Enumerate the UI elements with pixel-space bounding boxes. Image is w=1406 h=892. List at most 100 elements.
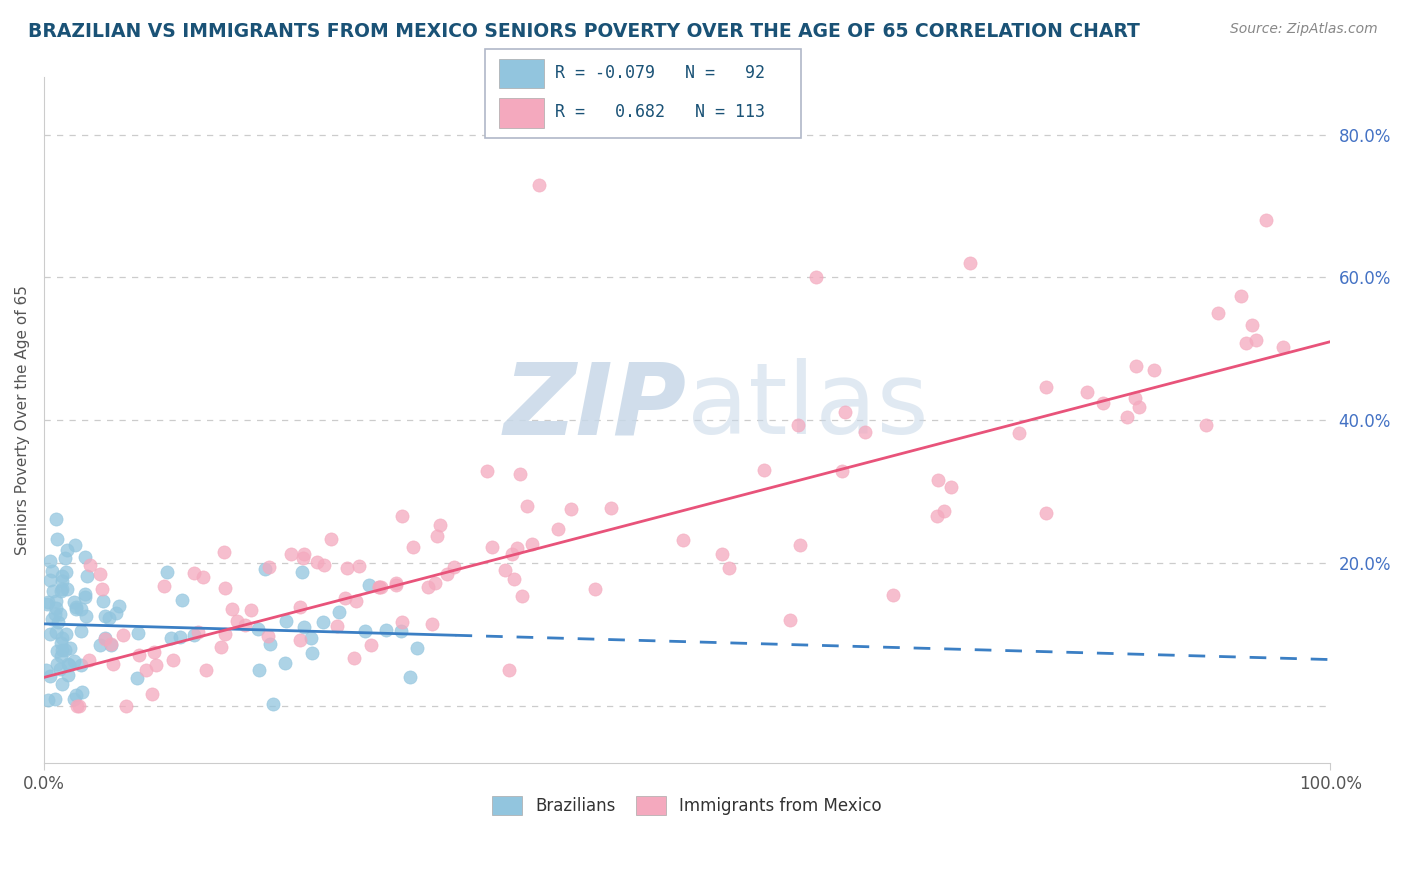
Point [391,508,413,523]
Point [834,405,856,419]
Point [49,662,72,676]
Point [70,657,93,672]
Point [368,580,391,594]
Point [56,582,79,597]
Point [1272,340,1295,354]
Point [97,611,120,625]
Point [89,638,111,652]
Point [789,538,811,552]
Point [1123,391,1146,405]
Point [512,589,534,603]
Point [787,417,810,432]
Point [1076,385,1098,400]
Point [51,582,73,597]
Point [79,652,101,666]
Point [94,631,117,645]
Point [89,566,111,581]
Point [1240,318,1263,332]
Point [49,649,72,664]
Point [288,632,311,647]
Point [1206,306,1229,320]
Point [51,643,73,657]
Point [35,663,58,677]
Point [389,624,412,638]
Point [128,648,150,662]
Point [75,608,97,623]
Y-axis label: Seniors Poverty Over the Age of 65: Seniors Poverty Over the Age of 65 [15,285,30,555]
Text: BRAZILIAN VS IMMIGRANTS FROM MEXICO SENIORS POVERTY OVER THE AGE OF 65 CORRELATI: BRAZILIAN VS IMMIGRANTS FROM MEXICO SENI… [28,22,1140,41]
Point [1092,396,1115,410]
Point [66,698,89,713]
Point [156,565,179,579]
Point [53,551,76,566]
Point [45,594,67,608]
Point [247,663,270,677]
Point [357,578,380,592]
Point [501,547,523,561]
Point [45,624,67,639]
Point [45,601,67,615]
Point [314,558,336,573]
Point [292,550,315,565]
Point [336,561,359,575]
Point [1008,425,1031,440]
Point [1116,410,1139,425]
Point [1143,363,1166,377]
Point [65,688,87,702]
Point [292,547,315,561]
Point [35,597,58,611]
Point [70,684,93,698]
Point [711,547,734,561]
Point [509,467,531,481]
Point [46,615,69,629]
Point [75,590,97,604]
Point [49,607,72,621]
Point [58,668,80,682]
Point [443,560,465,574]
Point [63,595,86,609]
Point [831,464,853,478]
Point [498,663,520,677]
Point [100,638,122,652]
Point [103,657,125,671]
Point [494,563,516,577]
Point [384,575,406,590]
Point [288,600,311,615]
Point [37,595,59,609]
Point [280,547,302,561]
Point [104,606,127,620]
Point [328,605,350,619]
Point [51,584,73,599]
Point [53,643,76,657]
Point [274,614,297,628]
Point [114,698,136,713]
Point [927,508,949,523]
Point [56,543,79,558]
Point [477,464,499,478]
Legend: Brazilians, Immigrants from Mexico: Brazilians, Immigrants from Mexico [484,788,890,823]
Point [299,631,322,645]
Point [212,545,235,559]
Point [152,579,174,593]
Point [292,620,315,634]
Point [672,533,695,548]
Point [94,632,117,646]
Point [402,541,425,555]
Point [305,555,328,569]
Point [301,646,323,660]
Point [49,636,72,650]
Point [1125,359,1147,373]
Point [429,518,451,533]
Point [183,627,205,641]
Point [481,540,503,554]
Point [600,501,623,516]
Point [253,562,276,576]
Point [41,565,63,579]
Point [65,538,87,552]
Point [125,671,148,685]
Point [1195,418,1218,433]
Point [37,693,59,707]
Point [391,615,413,630]
Point [1234,335,1257,350]
Point [90,582,112,596]
